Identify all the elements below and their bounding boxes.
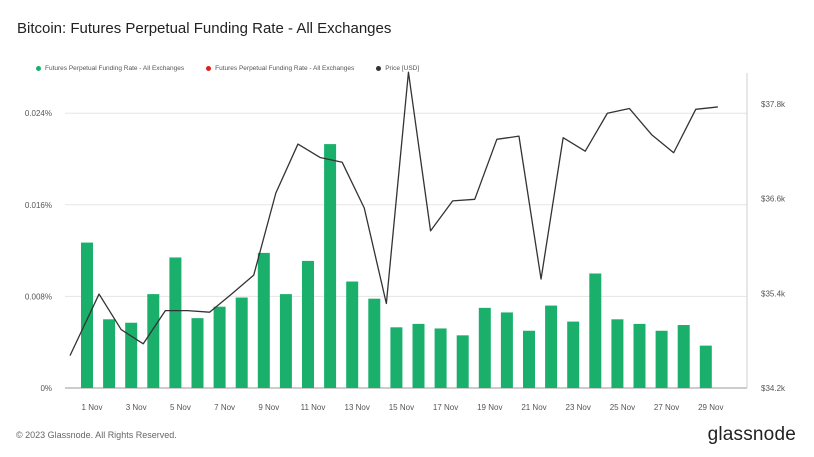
legend-dot-green-icon — [36, 65, 41, 71]
y-right-tick-label: $34.2k — [761, 384, 786, 393]
price-line — [69, 71, 718, 356]
x-tick-label: 25 Nov — [610, 403, 635, 412]
copyright-footer: © 2023 Glassnode. All Rights Reserved. — [16, 430, 177, 440]
x-tick-label: 9 Nov — [258, 403, 279, 412]
funding-rate-bar — [545, 305, 558, 388]
x-tick-label: 7 Nov — [214, 403, 235, 412]
funding-rate-bar — [655, 330, 668, 388]
x-tick-label: 21 Nov — [521, 403, 546, 412]
funding-rate-bar — [213, 306, 226, 388]
legend-item-funding-rate-red[interactable]: Futures Perpetual Funding Rate - All Exc… — [206, 65, 354, 72]
funding-rate-bar — [478, 307, 491, 388]
legend-label: Futures Perpetual Funding Rate - All Exc… — [215, 64, 355, 72]
funding-rate-bar — [125, 322, 138, 388]
x-tick-label: 11 Nov — [301, 403, 326, 412]
legend-dot-black-icon — [376, 65, 382, 71]
funding-rate-bar — [699, 345, 712, 388]
funding-rate-bar — [677, 325, 690, 388]
y-left-tick-label: 0% — [40, 384, 52, 393]
legend-label: Price [USD] — [385, 64, 420, 72]
funding-rate-bar — [589, 273, 602, 388]
legend-item-funding-rate[interactable]: Futures Perpetual Funding Rate - All Exc… — [36, 65, 184, 72]
legend-label: Futures Perpetual Funding Rate - All Exc… — [45, 64, 185, 72]
funding-rate-bar — [633, 323, 646, 388]
funding-rate-bar — [235, 297, 248, 388]
y-right-tick-label: $37.8k — [761, 100, 786, 109]
funding-rate-bar — [103, 319, 116, 388]
chart-title: Bitcoin: Futures Perpetual Funding Rate … — [17, 20, 392, 37]
x-tick-label: 17 Nov — [433, 403, 458, 412]
funding-rate-bar — [523, 330, 535, 388]
x-tick-label: 27 Nov — [654, 403, 679, 412]
funding-rate-bar — [611, 319, 624, 388]
x-tick-label: 23 Nov — [566, 403, 591, 412]
x-tick-label: 15 Nov — [389, 403, 414, 412]
funding-rate-bar — [567, 321, 580, 388]
funding-rate-bar — [81, 242, 93, 388]
y-left-tick-label: 0.008% — [25, 292, 52, 301]
y-right-tick-label: $36.6k — [761, 195, 786, 204]
funding-rate-bar — [390, 327, 403, 388]
funding-rate-bar — [279, 294, 292, 388]
funding-rate-bar — [191, 318, 204, 388]
glassnode-logo: glassnode — [707, 424, 796, 445]
funding-rate-bar — [324, 144, 337, 388]
funding-rate-bar — [346, 281, 359, 388]
funding-rate-bar — [147, 294, 160, 388]
x-tick-label: 19 Nov — [477, 403, 502, 412]
funding-rate-bar — [302, 260, 314, 388]
y-right-tick-label: $35.4k — [761, 289, 786, 298]
y-left-tick-label: 0.024% — [25, 109, 52, 118]
funding-rate-bar — [456, 335, 469, 388]
x-tick-label: 29 Nov — [698, 403, 723, 412]
x-tick-label: 13 Nov — [345, 403, 370, 412]
funding-rate-bar — [412, 323, 425, 388]
x-tick-label: 5 Nov — [170, 403, 191, 412]
legend-item-price[interactable]: Price [USD] — [376, 65, 419, 72]
funding-rate-bar — [368, 298, 381, 388]
x-tick-label: 1 Nov — [82, 403, 103, 412]
legend: Futures Perpetual Funding Rate - All Exc… — [36, 63, 419, 73]
legend-dot-red-icon — [206, 65, 212, 71]
funding-rate-bar — [257, 252, 270, 388]
funding-rate-bar — [434, 328, 447, 388]
funding-rate-bar — [169, 257, 182, 388]
funding-rate-bar — [500, 312, 513, 388]
x-tick-label: 3 Nov — [126, 403, 147, 412]
y-left-tick-label: 0.016% — [25, 201, 52, 210]
